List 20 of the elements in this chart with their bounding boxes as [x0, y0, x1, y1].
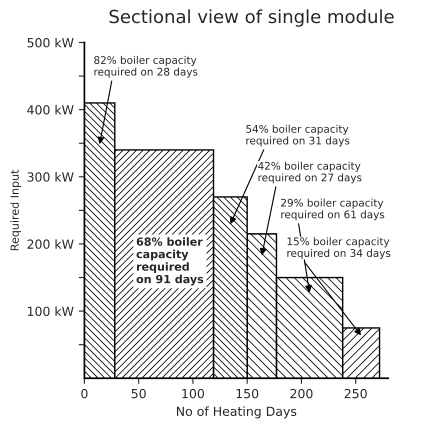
y-tick-label: 400 kW [27, 104, 74, 115]
x-tick-label: 150 [236, 388, 258, 398]
y-tick-label: 300 kW [28, 172, 74, 182]
x-tick-label: 50 [132, 388, 146, 398]
x-tick-label: 250 [344, 388, 367, 398]
annotation: 42% boiler capacity required on 27 days [258, 162, 362, 184]
chart-title: Sectional view of single module [110, 9, 394, 27]
annotation: 68% boiler capacity required on 91 days [136, 237, 204, 286]
annotation: 29% boiler capacity required on 61 days [281, 198, 384, 220]
y-tick-label: 500 kW [28, 38, 74, 48]
annotation: 54% boiler capacity required on 31 days [246, 124, 350, 147]
x-tick-label: 100 [182, 388, 204, 398]
y-axis-title: Required Input [10, 170, 21, 250]
y-tick-label: 200 kW [27, 239, 74, 249]
y-tick-label: 100 kW [28, 306, 74, 316]
x-axis-title: No of Heating Days [176, 406, 296, 418]
annotation: 82% boiler capacity required on 28 days [94, 56, 198, 78]
x-tick-label: 0 [81, 388, 88, 398]
annotation: 15% boiler capacity required on 34 days [287, 237, 390, 259]
x-tick-label: 200 [290, 388, 313, 398]
